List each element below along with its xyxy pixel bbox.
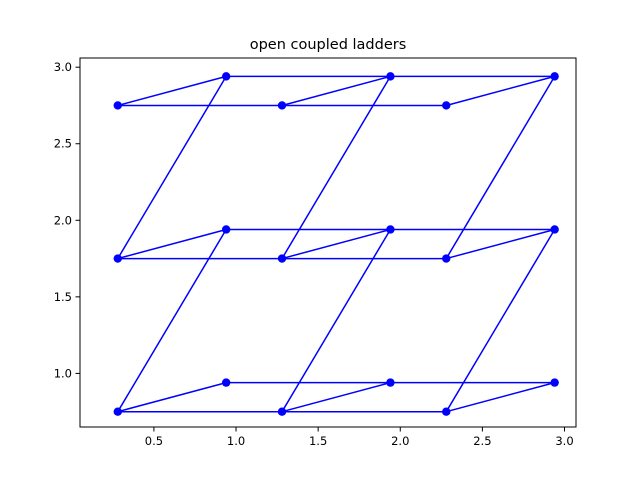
point-marker-1 [277, 407, 287, 416]
x-tick-label-0: 0.5 [145, 434, 163, 448]
edge-line-22 [281, 229, 392, 413]
y-tick-label-0: 1.0 [54, 366, 72, 380]
point-marker-3 [113, 254, 122, 263]
y-tick-label-1: 1.5 [54, 290, 72, 304]
edge-line-15 [117, 228, 227, 260]
edge-line-16 [281, 228, 391, 260]
edge-line-12 [117, 381, 227, 413]
y-tick-label-4: 3.0 [54, 60, 72, 74]
edges-layer [117, 75, 556, 413]
edge-line-25 [281, 75, 392, 259]
point-marker-12 [221, 225, 231, 234]
point-marker-11 [550, 378, 559, 387]
chart-title: open coupled ladders [250, 37, 407, 53]
point-marker-5 [442, 254, 451, 263]
point-marker-9 [221, 378, 231, 387]
y-tick-label-3: 2.5 [54, 137, 72, 151]
edge-line-14 [446, 381, 555, 413]
edge-line-21 [117, 229, 227, 413]
point-marker-15 [221, 72, 231, 81]
point-marker-6 [113, 101, 122, 110]
edge-line-17 [446, 228, 555, 260]
edge-line-23 [445, 229, 556, 413]
point-marker-17 [550, 72, 559, 81]
point-marker-14 [550, 225, 559, 234]
y-axis: 1.0 1.5 2.0 2.5 3.0 [54, 60, 80, 380]
edge-line-20 [446, 75, 555, 107]
edge-line-19 [281, 75, 391, 107]
edge-line-26 [445, 75, 556, 259]
point-marker-2 [442, 407, 451, 416]
x-tick-label-5: 3.0 [555, 434, 573, 448]
point-marker-10 [386, 378, 395, 387]
edge-line-24 [117, 75, 227, 259]
axes-frame [79, 57, 577, 428]
edge-line-13 [281, 381, 391, 413]
x-tick-label-1: 1.0 [227, 434, 245, 448]
point-marker-13 [386, 225, 395, 234]
point-marker-4 [277, 254, 287, 263]
x-tick-label-2: 1.5 [309, 434, 327, 448]
x-tick-label-3: 2.0 [391, 434, 409, 448]
x-axis: 0.5 1.0 1.5 2.0 2.5 3.0 [145, 427, 574, 448]
point-marker-8 [442, 101, 451, 110]
edge-line-18 [117, 75, 227, 107]
y-tick-label-2: 2.0 [54, 213, 72, 227]
point-marker-7 [277, 101, 287, 110]
markers-layer [113, 72, 559, 416]
x-tick-label-4: 2.5 [473, 434, 491, 448]
point-marker-16 [386, 72, 395, 81]
point-marker-0 [113, 407, 122, 416]
plot-area [113, 72, 559, 416]
